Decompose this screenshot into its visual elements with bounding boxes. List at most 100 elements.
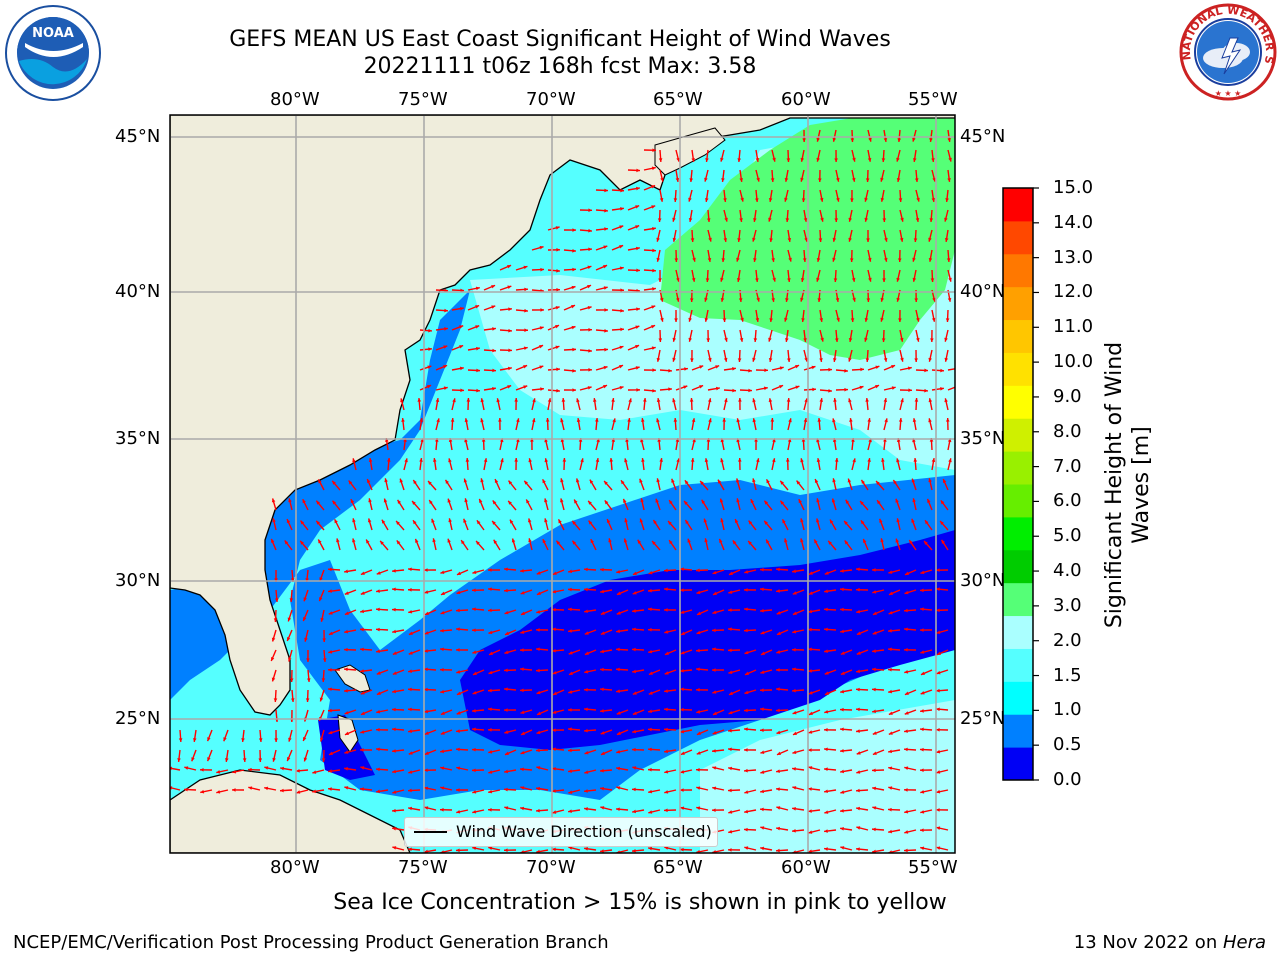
wind-wave-arrowhead [504,751,509,755]
wind-wave-arrowhead [737,358,742,362]
wind-wave-arrowhead [736,278,741,282]
wind-wave-arrowhead [532,398,536,403]
wind-wave-arrowhead [832,438,837,442]
wind-wave-arrowhead [568,846,573,850]
wind-wave-arrowhead [824,767,828,772]
wind-wave-arrowhead [367,518,372,523]
wind-wave-arrowhead [766,539,770,544]
wind-wave-arrowhead [928,357,932,362]
wind-wave-arrowhead [680,707,684,712]
wind-wave-arrowhead [376,767,380,772]
wind-wave-arrowhead [431,518,435,523]
wind-wave-arrowhead [400,398,404,403]
wind-wave-arrowhead [728,627,732,632]
wind-wave-arrowhead [800,297,804,302]
wind-wave-arrowhead [771,258,775,262]
wind-wave-arrowhead [792,647,796,652]
wind-wave-arrowhead [680,751,685,755]
wind-wave-arrowhead [572,248,576,253]
wind-wave-arrowhead [536,730,541,735]
wind-wave-arrowhead [556,287,560,292]
wind-wave-arrowhead [472,810,477,814]
wind-wave-arrowhead [705,278,710,282]
wind-wave-arrowhead [848,217,852,222]
wind-wave-arrowhead [900,398,904,403]
legend-label: Wind Wave Direction (unscaled) [456,822,712,841]
wind-wave-arrowhead [594,418,599,422]
wind-wave-arrowhead [840,587,844,592]
wind-wave-arrowhead [792,688,796,693]
colorbar-swatch [1003,418,1033,452]
wind-wave-arrowhead [555,325,560,329]
wind-wave-arrowhead [456,848,460,853]
wind-wave-arrowhead [604,308,608,312]
colorbar-swatch [1003,188,1033,222]
wind-wave-arrowhead [824,747,828,752]
wind-wave-arrowhead [652,368,656,372]
lon-label-bottom: 70°W [526,857,576,878]
wind-wave-arrowhead [815,518,820,523]
wind-wave-arrowhead [915,217,920,222]
wind-wave-arrowhead [888,711,893,715]
wind-wave-arrowhead [568,690,573,694]
wind-wave-arrowhead [632,809,636,814]
wind-wave-arrowhead [492,327,496,331]
wind-wave-arrowhead [801,438,806,442]
wind-wave-arrowhead [603,365,608,370]
wind-wave-arrowhead [523,346,528,351]
wind-wave-arrowhead [540,387,544,391]
wind-wave-arrowhead [911,478,916,483]
wind-wave-arrowhead [680,668,684,673]
wind-wave-arrowhead [652,268,656,273]
wind-wave-arrowhead [801,198,806,202]
colorbar-swatch [1003,220,1033,255]
wind-wave-arrowhead [542,479,546,484]
wind-wave-arrowhead [620,308,624,313]
wind-wave-arrowhead [879,518,883,523]
wind-wave-arrowhead [290,698,295,702]
wind-wave-arrowhead [603,384,608,389]
wind-wave-arrowhead [552,728,556,732]
wind-wave-arrowhead [896,178,901,182]
wind-wave-arrowhead [672,237,677,242]
wind-wave-arrowhead [760,728,764,733]
wind-wave-arrowhead [319,697,324,702]
wind-wave-arrowhead [572,347,576,352]
wind-wave-arrowhead [664,727,668,732]
wind-wave-arrowhead [884,418,888,423]
wind-wave-arrowhead [706,438,711,442]
wind-wave-arrowhead [720,518,724,523]
wind-wave-arrowhead [817,298,822,302]
wind-wave-arrowhead [811,365,816,370]
wind-wave-arrowhead [728,747,732,752]
wind-wave-arrowhead [912,418,917,423]
wind-wave-arrowhead [552,747,556,752]
wind-wave-arrowhead [752,237,756,242]
wind-wave-arrowhead [536,571,541,575]
wind-wave-arrowhead [635,246,640,251]
wind-wave-arrowhead [685,519,689,524]
wind-wave-arrowhead [443,345,448,349]
wind-wave-arrowhead [668,368,672,373]
wind-wave-arrowhead [724,217,728,222]
wind-wave-arrowhead [472,846,477,851]
wind-wave-arrowhead [704,198,709,202]
wind-wave-arrowhead [920,747,924,752]
wind-wave-arrowhead [428,328,432,333]
wind-wave-arrowhead [392,769,397,774]
wind-wave-arrowhead [760,750,765,754]
wind-wave-arrowhead [808,669,812,673]
wind-wave-arrowhead [635,205,640,209]
wind-wave-arrowhead [440,667,444,672]
wind-wave-arrowhead [504,687,508,692]
wind-wave-arrowhead [360,647,364,652]
wind-wave-arrowhead [488,670,493,675]
wind-wave-arrowhead [652,248,656,253]
wind-wave-arrowhead [674,258,679,262]
wind-wave-arrowhead [722,318,727,322]
wind-wave-arrowhead [712,731,717,735]
wind-wave-arrowhead [936,608,940,613]
wind-wave-arrowhead [744,671,749,676]
wind-wave-arrowhead [856,631,861,635]
wind-wave-arrowhead [776,848,780,853]
